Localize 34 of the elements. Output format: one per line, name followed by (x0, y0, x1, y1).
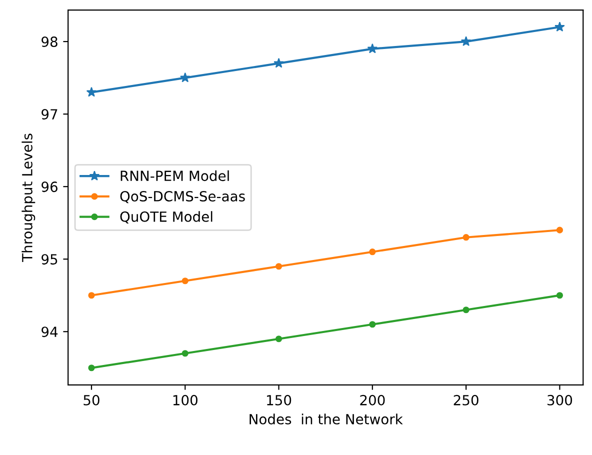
legend-label: QoS-DCMS-Se-aas (120, 190, 245, 204)
point (369, 248, 376, 256)
point (367, 43, 378, 54)
point (182, 278, 188, 284)
point (275, 336, 282, 342)
y-tick-label: 98 (42, 36, 58, 48)
point (88, 364, 95, 372)
point (460, 36, 472, 46)
point (88, 292, 95, 299)
y-tick-label: 97 (42, 109, 58, 120)
point (275, 263, 282, 270)
x-axis-title: Nodes in the Network (250, 414, 403, 424)
point (554, 22, 565, 32)
x-tick-label: 200 (360, 394, 385, 406)
x-tick-label: 250 (454, 394, 478, 406)
x-tick-label: 300 (548, 394, 572, 406)
x-tick-label: 150 (267, 394, 292, 406)
x-tick-label: 100 (173, 394, 198, 406)
point (86, 86, 97, 97)
point (556, 292, 564, 299)
point (274, 58, 284, 68)
y-tick-label: 94 (42, 326, 58, 338)
legend-label: RNN-PEM Model (120, 170, 229, 182)
point (180, 72, 190, 82)
x-tick-label: 50 (84, 394, 100, 406)
point (462, 306, 470, 314)
point (462, 234, 470, 241)
point (556, 226, 564, 234)
legend-label: QuOTE Model (120, 211, 212, 224)
point (369, 321, 376, 328)
y-tick-label: 95 (42, 254, 58, 265)
y-axis-title: Throughput Levels (22, 134, 36, 262)
y-tick-label: 96 (42, 182, 58, 192)
point (182, 350, 188, 357)
